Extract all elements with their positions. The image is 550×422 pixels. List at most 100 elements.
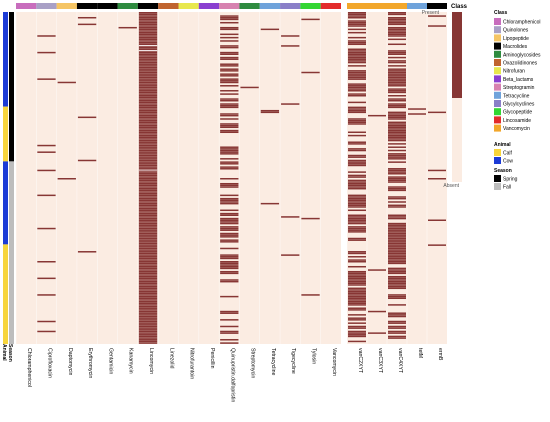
heatmap-cell-present xyxy=(388,131,406,134)
heatmap-cell-present xyxy=(348,16,366,19)
heatmap-cell-present xyxy=(138,75,158,77)
heatmap-cell-present xyxy=(138,284,158,286)
heatmap-cell-present xyxy=(220,212,239,215)
heatmap-cell-present xyxy=(220,93,239,95)
heatmap-cell-present xyxy=(408,113,426,115)
heatmap-cell-present xyxy=(220,146,239,148)
heatmap-cell-present xyxy=(220,53,239,55)
heatmap-cell-present xyxy=(388,116,406,119)
heatmap-cell-present xyxy=(348,179,366,182)
heatmap-cell-present xyxy=(388,139,406,142)
heatmap-cell-present xyxy=(388,335,406,338)
class-legend-label: Tetracycline xyxy=(503,93,530,99)
heatmap-cell-present xyxy=(138,30,158,32)
heatmap-cell-present xyxy=(348,231,366,233)
heatmap-cell-present xyxy=(220,81,239,84)
heatmap-cell-present xyxy=(138,261,158,263)
heatmap-cell-present xyxy=(37,227,56,230)
heatmap-cell-present xyxy=(138,98,158,100)
heatmap-cell-present xyxy=(138,116,158,119)
heatmap-cell-present xyxy=(220,241,239,243)
heatmap-cell-present xyxy=(260,28,280,31)
heatmap-cell-present xyxy=(348,40,366,42)
heatmap-cell-present xyxy=(348,134,366,137)
heatmap-cell-present xyxy=(388,242,406,245)
class-annotation-cell xyxy=(36,3,57,9)
heatmap-cell-present xyxy=(388,71,406,74)
heatmap-cell-present xyxy=(220,168,239,170)
heatmap-cell-present xyxy=(348,297,366,300)
season-legend: Season Spring Fall xyxy=(494,168,518,191)
class-annotation-cell xyxy=(300,3,321,9)
heatmap-cell-present xyxy=(220,80,239,82)
heatmap-cell-present xyxy=(388,272,406,275)
heatmap-cell-present xyxy=(348,265,366,268)
heatmap-cell-present xyxy=(138,15,158,17)
heatmap-cell-present xyxy=(388,18,406,21)
heatmap-cell-present xyxy=(348,75,366,77)
heatmap-cell-present xyxy=(348,182,366,185)
heatmap-cell-present xyxy=(37,78,56,80)
heatmap-cell-present xyxy=(348,334,366,336)
heatmap-cell-present xyxy=(138,70,158,72)
heatmap-cell-present xyxy=(138,251,158,253)
heatmap-cell-present xyxy=(368,114,386,117)
heatmap-cell-present xyxy=(348,65,366,67)
heatmap-cell-present xyxy=(220,265,239,268)
heatmap-cell-present xyxy=(138,182,158,185)
heatmap-cell-present xyxy=(388,73,406,75)
heatmap-cell-present xyxy=(220,126,239,129)
class-legend-label: Aminoglycosides xyxy=(503,52,541,58)
heatmap-cell-present xyxy=(348,187,366,190)
row-annotations xyxy=(3,12,14,344)
heatmap-cell-present xyxy=(220,234,239,236)
heatmap-cell-present xyxy=(138,237,158,240)
heatmap-cell-present xyxy=(138,272,158,275)
heatmap-cell-present xyxy=(57,81,76,84)
heatmap-cell-present xyxy=(220,129,239,132)
heatmap-cell-present xyxy=(388,222,406,225)
heatmap-cell-present xyxy=(220,73,239,75)
class-legend-label: Macrolides xyxy=(503,44,528,50)
heatmap-cell-present xyxy=(348,118,366,120)
heatmap-cell-present xyxy=(388,88,406,90)
heatmap-cell-present xyxy=(348,50,366,52)
heatmap-cell-present xyxy=(348,55,366,57)
x-tick-label: Tylosin xyxy=(311,348,317,364)
heatmap-cell-present xyxy=(220,194,239,197)
heatmap-cell-present xyxy=(138,124,158,127)
heatmap-cell-present xyxy=(348,86,366,89)
heatmap-cell-present xyxy=(388,186,406,188)
heatmap-cell-present xyxy=(220,262,239,265)
x-tick-labels: Chloramphenicol Ciprofloxacin Daptomycin Er… xyxy=(26,348,443,402)
heatmap-cell-present xyxy=(220,342,239,344)
heatmap-cell-present xyxy=(138,191,158,193)
heatmap-cell-present xyxy=(138,71,158,74)
heatmap-cell-present xyxy=(388,216,406,218)
heatmap-cell-present xyxy=(138,63,158,65)
heatmap-cell-present xyxy=(348,48,366,51)
heatmap-cell-present xyxy=(388,51,406,54)
heatmap-cell-present xyxy=(138,65,158,67)
heatmap-cell-present xyxy=(138,109,158,112)
heatmap-cell-present xyxy=(138,28,158,31)
heatmap-cell-present xyxy=(138,221,158,223)
heatmap-cell-present xyxy=(428,178,446,180)
class-annotation-cell xyxy=(137,3,159,9)
x-tick-label: Ciprofloxacin xyxy=(46,348,52,378)
heatmap-cell-present xyxy=(220,199,239,202)
heatmap-cell-present xyxy=(138,342,158,344)
heatmap-cell-present xyxy=(388,20,406,22)
heatmap-cell-present xyxy=(138,119,158,122)
heatmap-cell-present xyxy=(138,40,158,42)
heatmap-cell-present xyxy=(348,109,366,112)
heatmap-cell-present xyxy=(348,201,366,203)
heatmap-cell-present xyxy=(348,299,366,301)
heatmap-cell-present xyxy=(138,277,158,280)
heatmap-cell-present xyxy=(138,153,158,155)
heatmap-cell-present xyxy=(348,309,366,311)
heatmap-cell-present xyxy=(138,26,158,29)
heatmap-cell-present xyxy=(348,304,366,306)
heatmap-cell-present xyxy=(388,28,406,31)
x-tick-label: Quinupristin.dalfopristin xyxy=(229,348,235,402)
